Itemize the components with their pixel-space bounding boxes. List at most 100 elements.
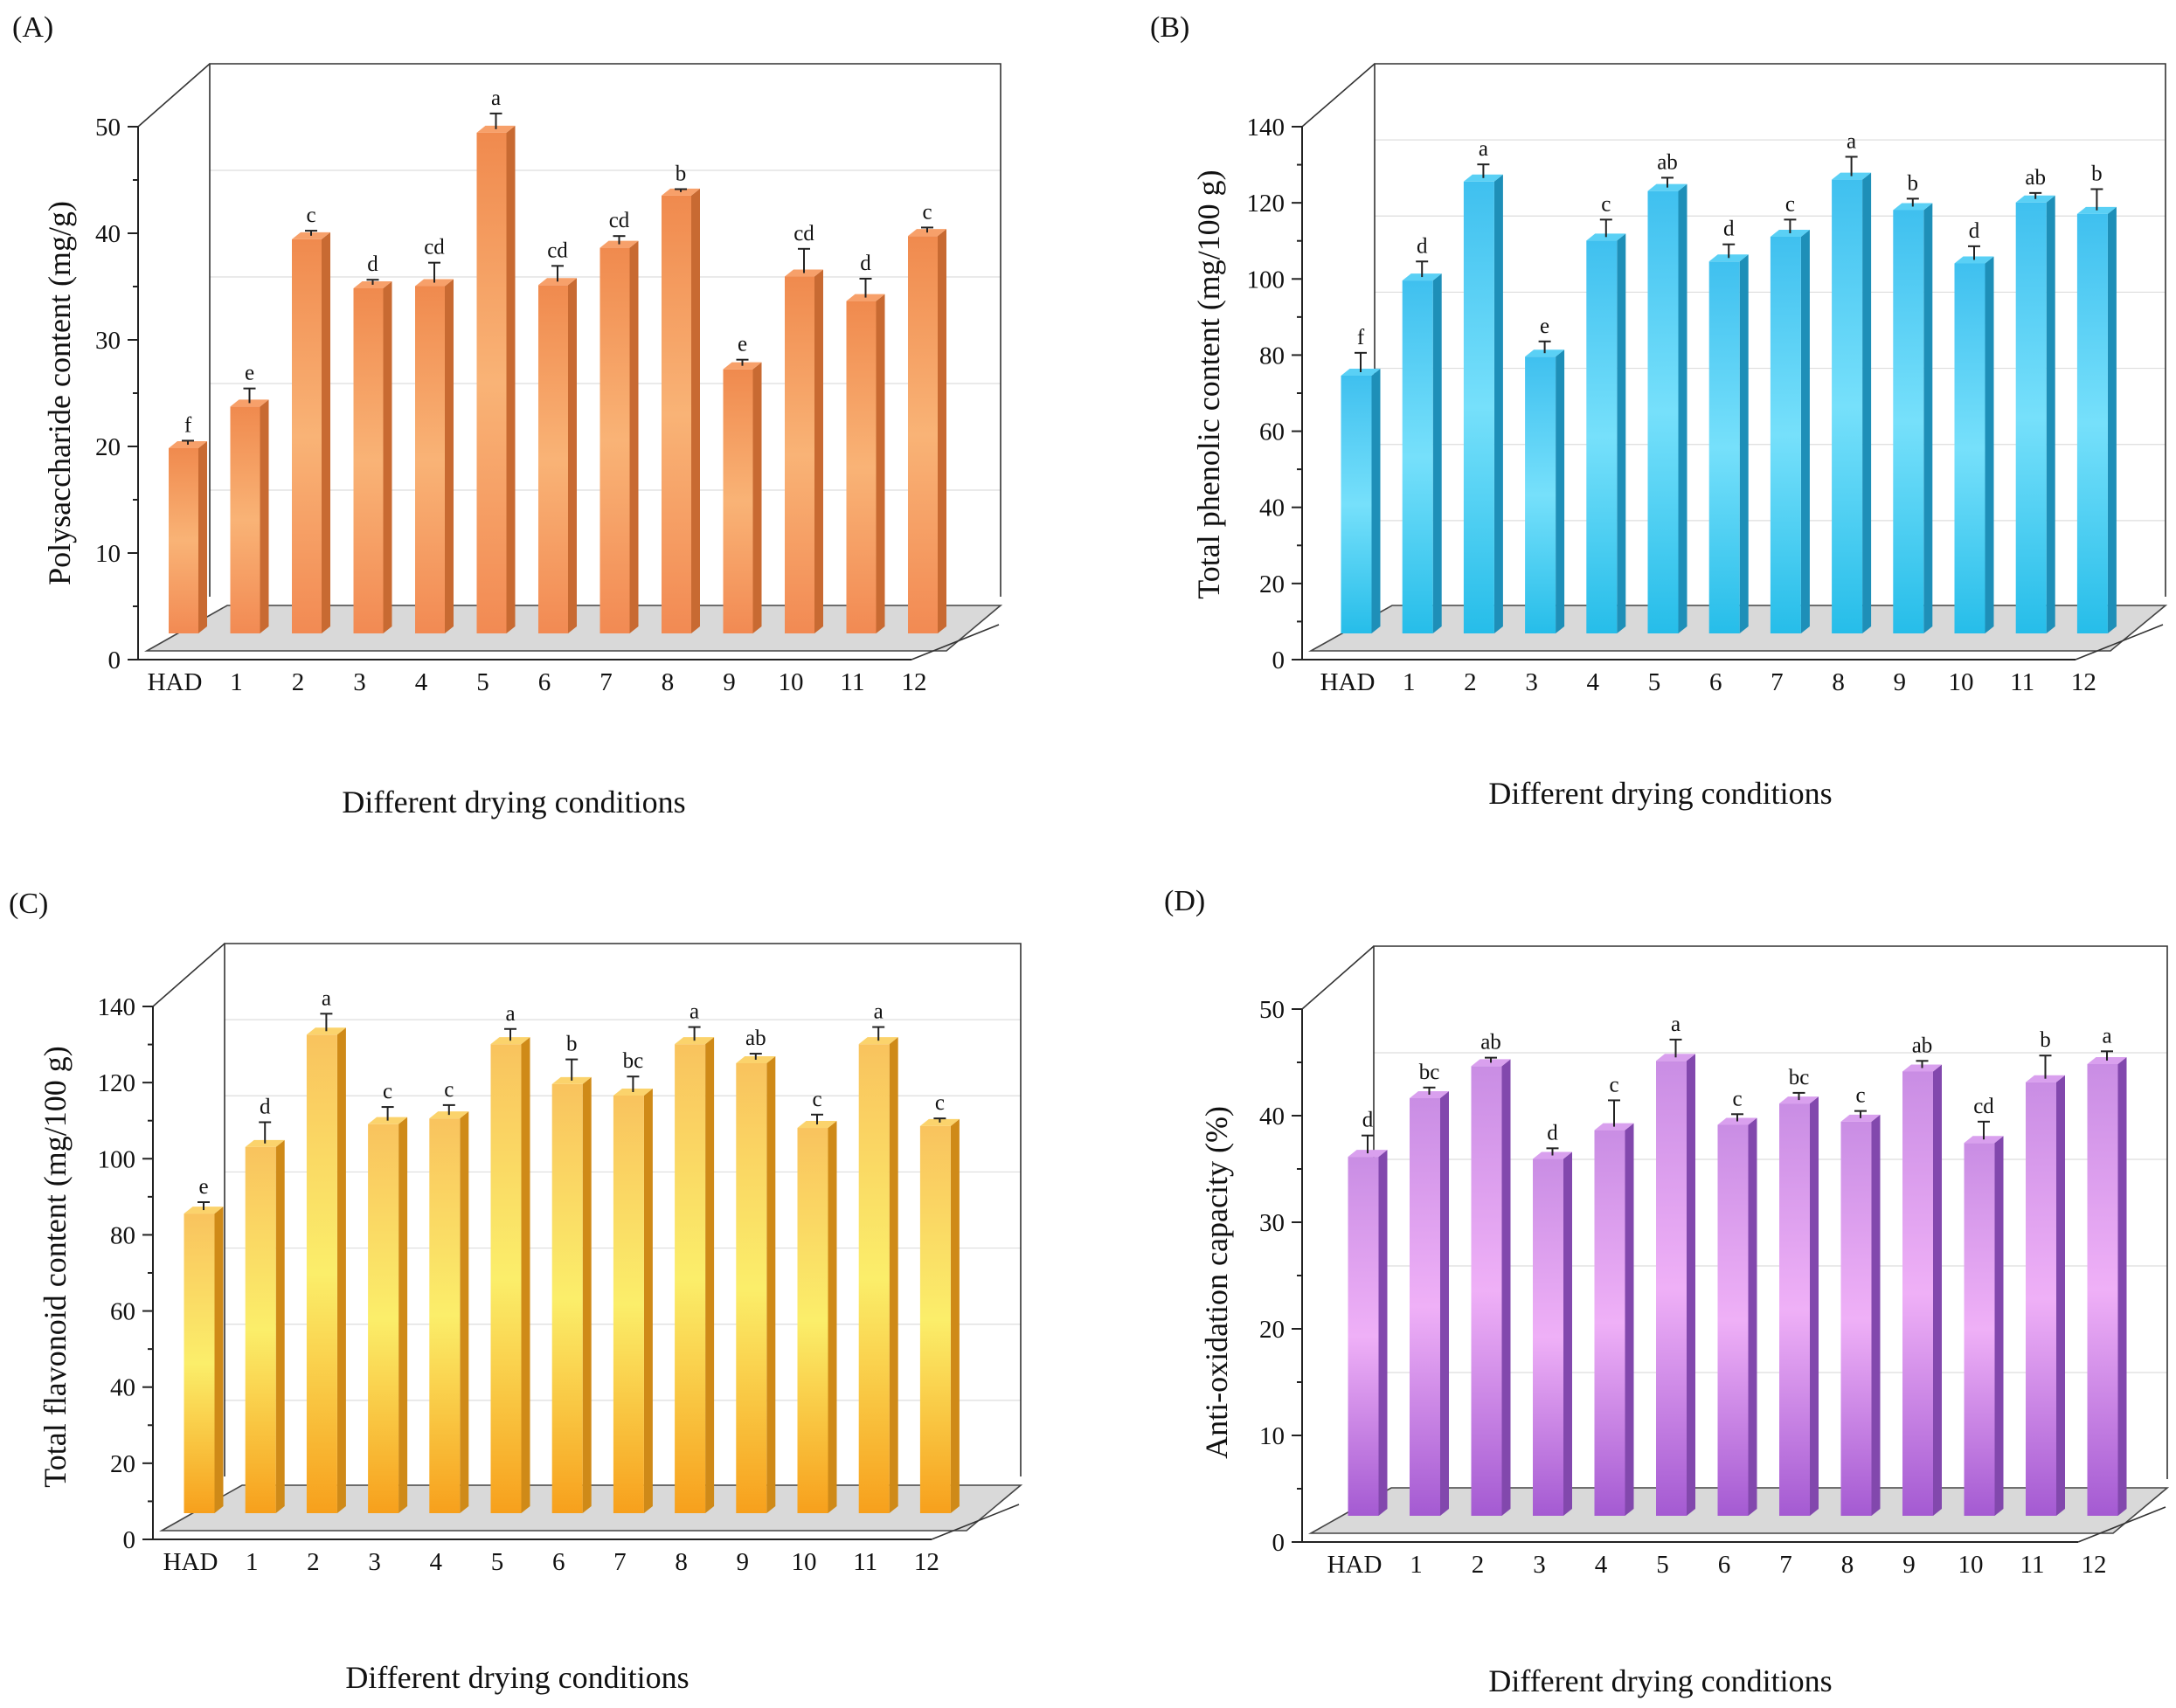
- bar: [184, 1214, 215, 1513]
- y-tick-label: 60: [110, 1298, 135, 1326]
- bar-side: [1862, 172, 1872, 633]
- x-tick-label: 4: [1587, 668, 1600, 696]
- bar: [613, 1096, 644, 1513]
- x-tick-label: 1: [1410, 1551, 1423, 1579]
- x-tick-label: 11: [853, 1548, 877, 1576]
- x-tick-label: 3: [1533, 1551, 1546, 1579]
- bar-side: [1871, 1114, 1881, 1516]
- bar-side: [2046, 195, 2055, 633]
- x-axis-title: Different drying conditions: [345, 1660, 689, 1695]
- y-tick-label: 100: [1247, 266, 1286, 294]
- y-tick-label: 10: [95, 540, 121, 568]
- significance-letter: d: [1969, 219, 1980, 243]
- significance-letter: d: [367, 252, 378, 276]
- bar: [415, 286, 445, 633]
- bar: [1902, 1071, 1933, 1516]
- bar-side: [1687, 1054, 1695, 1516]
- significance-letter: d: [1547, 1121, 1558, 1144]
- y-tick-label: 50: [95, 114, 121, 142]
- bar: [230, 406, 260, 633]
- x-tick-label: 9: [1894, 668, 1907, 696]
- x-axis-title: Different drying conditions: [342, 785, 685, 819]
- significance-letter: bc: [623, 1049, 644, 1073]
- floor-edge-right: [2077, 1506, 2166, 1543]
- significance-letter: ab: [1912, 1034, 1933, 1057]
- bar: [662, 195, 691, 633]
- bar-side: [322, 232, 330, 633]
- bar-side: [2056, 1075, 2065, 1516]
- bar-side: [1678, 183, 1687, 633]
- floor-edge-right: [2075, 624, 2164, 660]
- bar: [551, 1083, 583, 1513]
- y-tick-label: 20: [110, 1450, 135, 1478]
- bar: [1471, 1066, 1502, 1516]
- x-tick-label: 5: [491, 1548, 504, 1576]
- floor-edge-right: [931, 1504, 1020, 1540]
- x-tick-label: 2: [292, 668, 305, 696]
- y-tick-label: 30: [1259, 1209, 1285, 1237]
- x-tick-label: 3: [353, 668, 366, 696]
- bar-side: [460, 1111, 469, 1513]
- bar-side: [1739, 254, 1749, 633]
- significance-letter: ab: [1657, 150, 1678, 174]
- x-tick-label: 5: [1648, 668, 1661, 696]
- significance-letter: f: [1357, 326, 1365, 349]
- bar-side: [260, 399, 269, 633]
- y-tick-label: 40: [1259, 1103, 1285, 1131]
- bar-side: [398, 1117, 408, 1513]
- bar: [1832, 179, 1863, 633]
- x-tick-label: 6: [552, 1548, 565, 1576]
- bar-side: [1371, 369, 1381, 633]
- bar: [1964, 1143, 1995, 1516]
- x-tick-label: 5: [1656, 1551, 1669, 1579]
- x-tick-label: 6: [538, 668, 551, 696]
- bar: [1341, 376, 1372, 633]
- significance-letter: c: [1732, 1087, 1742, 1110]
- bar: [169, 447, 198, 633]
- y-tick-label: 30: [95, 327, 121, 355]
- bar-side: [336, 1027, 346, 1513]
- bar-side: [2117, 1056, 2127, 1516]
- y-tick-label: 140: [1247, 114, 1286, 142]
- bar-side: [1617, 233, 1626, 633]
- x-tick-label: 12: [914, 1548, 939, 1576]
- x-tick-label: 8: [675, 1548, 688, 1576]
- x-tick-label: 7: [613, 1548, 627, 1576]
- x-tick-label: 7: [1779, 1551, 1792, 1579]
- y-axis-title: Anti-oxidation capacity (%): [1199, 1106, 1234, 1459]
- y-tick-label: 0: [1272, 647, 1286, 674]
- significance-letter: c: [1855, 1084, 1865, 1108]
- x-tick-label: 2: [1472, 1551, 1485, 1579]
- panel-d: (D) Different drying conditions Anti-oxi…: [1164, 885, 2170, 1698]
- bar-side: [275, 1139, 285, 1513]
- x-tick-label: 4: [415, 668, 428, 696]
- bar-side: [629, 240, 639, 633]
- bar-side: [214, 1207, 224, 1513]
- x-tick-label: 7: [599, 668, 613, 696]
- bar: [2076, 213, 2108, 634]
- significance-letter: f: [184, 413, 192, 437]
- x-tick-label: 5: [476, 668, 489, 696]
- x-tick-label: 2: [307, 1548, 320, 1576]
- y-tick-label: 40: [1259, 494, 1285, 522]
- side-wall-edge: [152, 943, 225, 1007]
- bar-side: [1748, 1117, 1757, 1516]
- x-tick-label: 12: [2082, 1551, 2107, 1579]
- bar: [1402, 280, 1433, 633]
- x-tick-label: 3: [1525, 668, 1538, 696]
- bar-side: [1933, 1064, 1942, 1516]
- significance-letter: a: [505, 1002, 515, 1026]
- x-tick-label: HAD: [148, 668, 203, 696]
- bar: [599, 247, 630, 633]
- bar: [1647, 190, 1679, 633]
- y-axis-title: Total phenolic content (mg/100 g): [1191, 169, 1226, 598]
- bar-side: [521, 1037, 530, 1513]
- x-tick-label: HAD: [163, 1548, 218, 1576]
- bar: [538, 285, 568, 633]
- bar: [1708, 261, 1740, 633]
- x-tick-label: HAD: [1320, 668, 1376, 696]
- bar-side: [1994, 1136, 2004, 1516]
- x-tick-label: 10: [779, 668, 804, 696]
- bar-side: [1378, 1150, 1388, 1516]
- bar: [1594, 1130, 1625, 1516]
